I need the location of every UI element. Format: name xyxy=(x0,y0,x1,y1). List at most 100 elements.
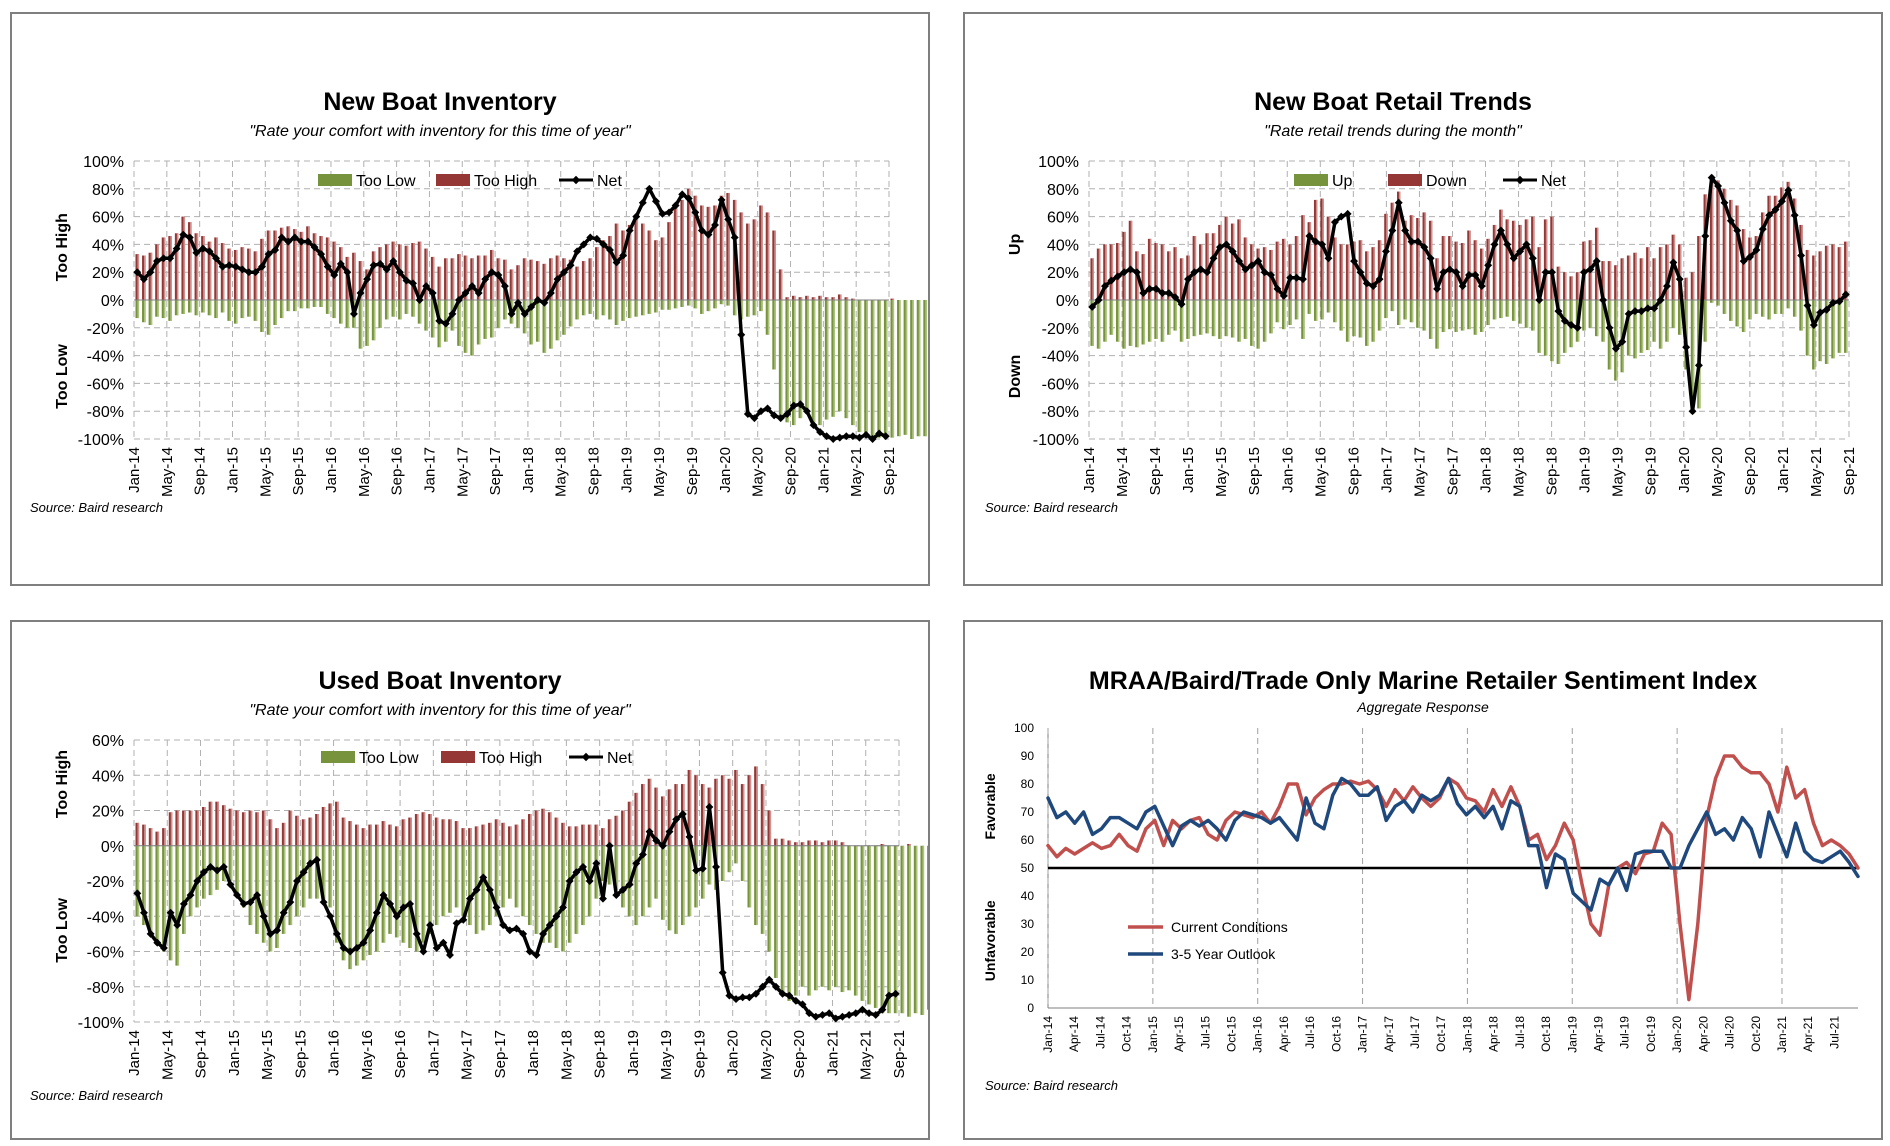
bar-highlight xyxy=(1220,300,1222,339)
bar-highlight xyxy=(597,300,599,320)
bar-highlight xyxy=(443,819,446,846)
bar xyxy=(1365,251,1369,300)
bar-highlight xyxy=(210,801,213,846)
series-line xyxy=(1046,776,1860,912)
x-tick-label: Sep-17 xyxy=(492,1030,509,1078)
bar-highlight xyxy=(403,819,406,846)
x-tick-label: Jan-20 xyxy=(1676,447,1693,493)
bar xyxy=(1141,254,1146,300)
bar-highlight xyxy=(1226,300,1229,337)
bar xyxy=(1205,233,1209,300)
bar-highlight xyxy=(216,300,218,319)
bar-highlight xyxy=(708,300,711,312)
bar-highlight xyxy=(456,821,459,846)
net-marker xyxy=(1222,240,1231,249)
bar-highlight xyxy=(337,801,339,846)
x-tick-label: Apr-20 xyxy=(1696,1016,1710,1052)
bar xyxy=(767,810,772,846)
bar-highlight xyxy=(357,845,359,966)
bar xyxy=(514,824,519,846)
bar xyxy=(365,269,369,300)
bar-highlight xyxy=(1469,230,1471,300)
bar xyxy=(824,300,829,420)
bar xyxy=(220,300,225,313)
net-marker xyxy=(842,432,851,441)
bar xyxy=(1524,219,1529,300)
bar xyxy=(614,300,619,326)
bar-highlight xyxy=(1762,300,1765,317)
legend-swatch xyxy=(1388,174,1422,186)
net-marker xyxy=(632,212,641,221)
bar xyxy=(187,300,192,313)
bar-highlight xyxy=(255,251,258,300)
net-marker xyxy=(818,1010,827,1019)
net-marker xyxy=(638,198,647,207)
bar-highlight xyxy=(1718,300,1720,306)
bar xyxy=(255,812,259,846)
bar-highlight xyxy=(150,845,153,934)
x-tick-label: May-18 xyxy=(553,447,570,497)
x-tick-label: Jan-19 xyxy=(618,447,635,493)
bar-highlight xyxy=(1169,300,1171,335)
bar-highlight xyxy=(1271,300,1273,334)
bar-highlight xyxy=(1584,300,1586,331)
bar-highlight xyxy=(761,205,763,300)
bar xyxy=(448,845,452,913)
net-marker xyxy=(251,268,260,277)
bar xyxy=(142,824,146,846)
bar xyxy=(1403,220,1407,300)
bar xyxy=(608,300,612,320)
bar xyxy=(595,247,599,300)
bar-highlight xyxy=(223,805,226,846)
bar xyxy=(787,840,792,846)
bar-highlight xyxy=(629,801,632,846)
bar-highlight xyxy=(1283,238,1286,300)
bar-highlight xyxy=(410,845,412,948)
bar-highlight xyxy=(809,845,812,996)
bar xyxy=(266,230,271,300)
bar xyxy=(1320,300,1324,320)
bar xyxy=(726,300,730,306)
bar xyxy=(647,230,652,300)
bar-highlight xyxy=(380,247,383,300)
net-marker xyxy=(349,309,358,318)
bar xyxy=(1416,217,1420,300)
bar xyxy=(501,822,506,846)
bar xyxy=(1569,276,1573,300)
bar-highlight xyxy=(1149,238,1152,300)
bar xyxy=(1403,300,1407,320)
bar-highlight xyxy=(603,300,606,316)
bar xyxy=(1639,258,1644,300)
bar xyxy=(880,845,885,1014)
net-marker xyxy=(1758,225,1767,234)
bar-highlight xyxy=(1117,300,1120,342)
bar xyxy=(1115,300,1120,342)
bar xyxy=(1307,222,1312,300)
bar xyxy=(275,828,279,846)
bar xyxy=(1639,300,1644,353)
bar-highlight xyxy=(321,236,323,300)
bar-highlight xyxy=(549,845,552,943)
net-marker xyxy=(743,410,752,418)
legend-label: Too High xyxy=(479,750,542,767)
bar-highlight xyxy=(643,845,645,917)
bar xyxy=(1786,181,1791,300)
bar-highlight xyxy=(557,300,560,341)
bar-highlight xyxy=(203,300,205,313)
bar xyxy=(188,845,193,917)
net-marker xyxy=(213,866,222,875)
bar xyxy=(1192,300,1197,337)
bar-highlight xyxy=(762,784,765,846)
bar-highlight xyxy=(769,810,772,846)
bar-highlight xyxy=(1456,300,1458,332)
bar xyxy=(228,845,233,881)
bar-highlight xyxy=(1124,231,1126,300)
bar-highlight xyxy=(551,300,553,349)
bar xyxy=(268,819,273,846)
bar-highlight xyxy=(204,806,206,846)
bar xyxy=(1396,191,1401,300)
bar-highlight xyxy=(909,843,911,846)
bar-highlight xyxy=(255,300,258,321)
bar xyxy=(1543,219,1548,300)
bar-highlight xyxy=(1641,300,1644,353)
